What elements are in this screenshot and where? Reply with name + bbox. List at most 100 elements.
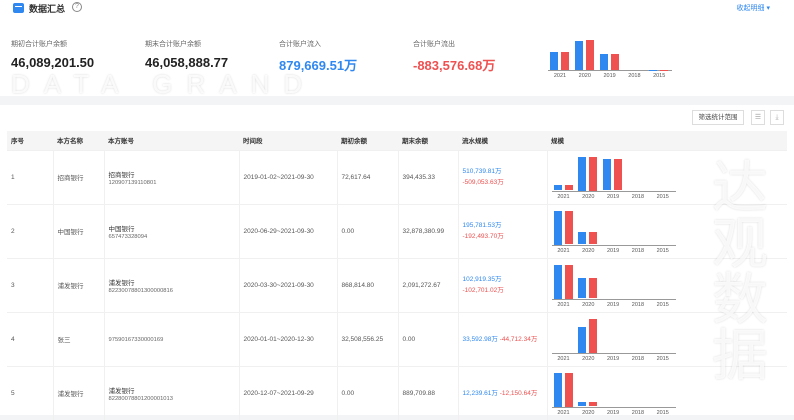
account-number: 120907139110801: [109, 180, 157, 186]
outflow-bar[interactable]: [565, 185, 573, 191]
row-name: 中国银行: [53, 204, 104, 258]
inflow: 510,739.81万: [463, 168, 502, 175]
col-header[interactable]: 规模: [547, 131, 787, 150]
stat-value: -883,576.68万: [413, 55, 495, 74]
x-tick-label: 2019: [603, 356, 623, 362]
account-number: 82280078801200001013: [109, 396, 173, 402]
list-icon[interactable]: ☰: [751, 110, 765, 125]
outflow-bar[interactable]: [589, 402, 597, 406]
x-tick-label: 2019: [603, 302, 623, 308]
inflow-bar[interactable]: [578, 278, 586, 298]
download-icon[interactable]: ⤓: [770, 110, 784, 125]
outflow: -509,053.63万: [463, 179, 504, 186]
inflow: 12,239.61万: [463, 390, 498, 397]
stat-value: 879,669.51万: [279, 55, 357, 74]
inflow-bar[interactable]: [550, 52, 558, 70]
inflow-bar[interactable]: [578, 157, 586, 191]
row-no: 5: [7, 366, 53, 420]
x-tick-label: 2015: [653, 302, 673, 308]
col-header[interactable]: 本方名称: [53, 131, 104, 150]
inflow-bar[interactable]: [554, 265, 562, 299]
row-no: 4: [7, 312, 53, 366]
stat-value: 46,058,888.77: [145, 55, 228, 70]
x-tick-label: 2021: [554, 194, 574, 200]
outflow: -12,150.64万: [500, 390, 538, 397]
outflow-bar[interactable]: [561, 52, 569, 70]
stat-closing-balance: 期末合计账户余额 46,058,888.77: [145, 39, 228, 70]
outflow-bar[interactable]: [565, 373, 573, 407]
row-period: 2020-03-30~2021-09-30: [239, 258, 337, 312]
row-name: 招商银行: [53, 150, 104, 204]
stat-label: 期末合计账户余额: [145, 39, 228, 49]
outflow-bar[interactable]: [586, 40, 594, 70]
inflow-bar[interactable]: [600, 54, 608, 70]
outflow-bar[interactable]: [589, 319, 597, 353]
inflow-bar[interactable]: [554, 185, 562, 191]
inflow-bar[interactable]: [578, 232, 586, 245]
col-header[interactable]: 时间段: [239, 131, 337, 150]
x-tick-label: 2020: [575, 73, 595, 79]
col-header[interactable]: 本方账号: [104, 131, 239, 150]
outflow-bar[interactable]: [589, 278, 597, 298]
x-axis: [552, 191, 676, 192]
row-closing: 0.00: [398, 312, 458, 366]
row-account: 97590167330000169: [104, 312, 239, 366]
outflow-bar[interactable]: [611, 54, 619, 70]
x-tick-label: 2020: [578, 194, 598, 200]
outflow: -102,701.02万: [463, 287, 504, 294]
bank-name: 浦发银行: [109, 385, 239, 395]
x-tick-label: 2019: [600, 73, 620, 79]
outflow-bar[interactable]: [589, 232, 597, 245]
col-header[interactable]: 期初余额: [337, 131, 398, 150]
row-flow: 102,919.35万 -102,701.02万: [458, 258, 547, 312]
outflow-bar[interactable]: [565, 211, 573, 244]
table-row[interactable]: 4 张三 97590167330000169 2020-01-01~2020-1…: [7, 312, 787, 366]
row-flow: 510,739.81万 -509,053.63万: [458, 150, 547, 204]
x-tick-label: 2015: [653, 194, 673, 200]
inflow-bar[interactable]: [578, 327, 586, 353]
outflow-bar[interactable]: [614, 159, 622, 190]
inflow-bar[interactable]: [554, 211, 562, 245]
x-axis: [548, 70, 672, 71]
bank-name: 招商银行: [109, 169, 239, 179]
outflow-bar[interactable]: [589, 157, 597, 191]
row-opening: 72,617.64: [337, 150, 398, 204]
row-period: 2020-06-29~2021-09-30: [239, 204, 337, 258]
x-axis: [552, 299, 676, 300]
help-icon[interactable]: ?: [72, 2, 82, 12]
x-tick-label: 2020: [578, 302, 598, 308]
outflow-bar[interactable]: [565, 265, 573, 299]
inflow-bar[interactable]: [554, 373, 562, 407]
x-tick-label: 2020: [578, 248, 598, 254]
inflow-bar[interactable]: [575, 41, 583, 70]
inflow-bar[interactable]: [603, 159, 611, 191]
inflow: 102,919.35万: [463, 276, 502, 283]
x-axis: [552, 245, 676, 246]
table-header: 序号 本方名称 本方账号 时间段 期初余额 期末余额 流水规模 规模: [7, 131, 787, 150]
row-period: 2020-12-07~2021-09-29: [239, 366, 337, 420]
inflow-bar[interactable]: [578, 402, 586, 406]
x-tick-label: 2019: [603, 248, 623, 254]
col-header[interactable]: 序号: [7, 131, 53, 150]
filter-range-button[interactable]: 筛选统计范围: [692, 110, 744, 125]
account-number: 97590167330000169: [109, 337, 164, 343]
collapse-details-button[interactable]: 收起明细 ▾: [737, 3, 770, 13]
stat-label: 合计账户流出: [413, 39, 495, 49]
row-closing: 394,435.33: [398, 150, 458, 204]
col-header[interactable]: 流水规模: [458, 131, 547, 150]
x-tick-label: 2018: [628, 194, 648, 200]
col-header[interactable]: 期末余额: [398, 131, 458, 150]
stat-outflow: 合计账户流出 -883,576.68万: [413, 39, 495, 74]
